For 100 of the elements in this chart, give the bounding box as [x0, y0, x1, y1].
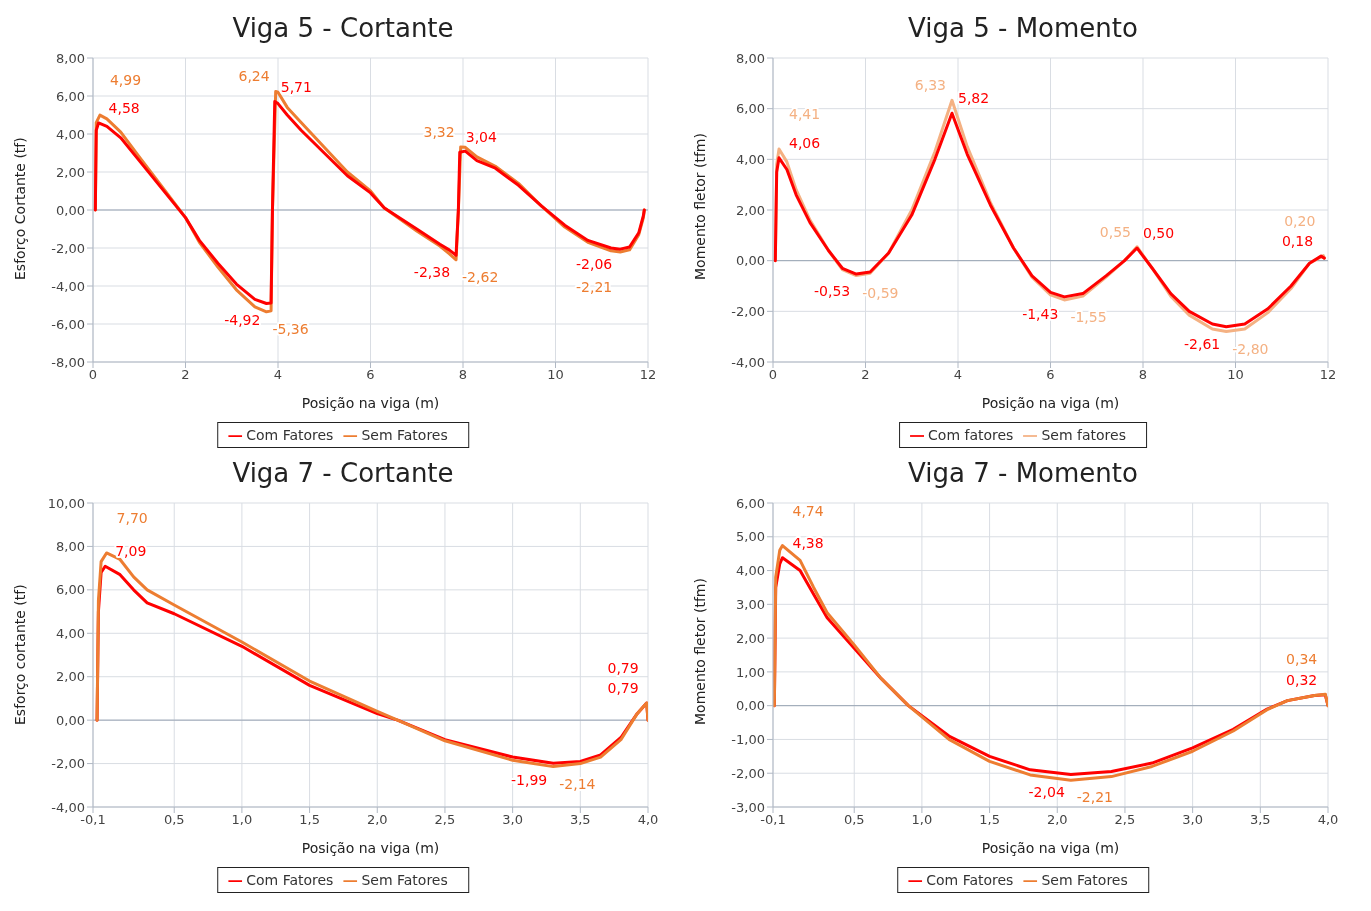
x-tick-label: 3,0 — [1182, 812, 1203, 828]
x-tick-label: 1,0 — [911, 812, 933, 828]
y-tick-label: 6,00 — [56, 88, 85, 104]
y-tick-label: 4,00 — [56, 625, 85, 641]
annotation: -0,59 — [862, 284, 899, 301]
y-tick-label: 0,00 — [736, 253, 765, 269]
y-tick-label: 1,00 — [736, 664, 765, 680]
y-tick-label: -3,00 — [731, 799, 765, 815]
x-tick-label: 2 — [861, 367, 870, 383]
annotation: 4,99 — [109, 72, 142, 89]
annotation: 7,70 — [116, 509, 148, 526]
annotation: 3,32 — [423, 123, 455, 140]
annotation: -1,55 — [1070, 308, 1107, 325]
annotation: 6,33 — [914, 77, 946, 94]
annotation: -0,53 — [814, 283, 851, 300]
y-tick-label: 10,00 — [47, 495, 85, 511]
annotation: 4,74 — [792, 502, 824, 519]
annotation: 4,38 — [792, 534, 824, 551]
y-tick-label: 2,00 — [736, 630, 765, 646]
annotation: 0,20 — [1284, 212, 1316, 229]
y-tick-label: 0,00 — [56, 202, 85, 218]
y-tick-label: 4,00 — [56, 126, 85, 142]
y-tick-label: 2,00 — [736, 202, 765, 218]
annotation: 0,55 — [1099, 223, 1131, 240]
x-tick-label: 6 — [1046, 367, 1055, 383]
x-tick-label: 3,5 — [569, 812, 591, 828]
x-tick-label: 4,0 — [637, 812, 659, 828]
annotation: 5,82 — [957, 90, 990, 107]
annotation: 0,50 — [1142, 225, 1175, 241]
x-axis-title: Posição na viga (m) — [981, 395, 1120, 411]
x-tick-label: 6 — [366, 367, 375, 383]
annotation: 6,24 — [238, 68, 270, 85]
y-tick-label: 8,00 — [56, 50, 85, 66]
annotation: 5,71 — [280, 78, 312, 95]
x-tick-label: 8 — [458, 367, 468, 383]
annotation: -2,04 — [1028, 783, 1065, 800]
x-tick-label: 3,5 — [1249, 812, 1271, 828]
x-tick-label: 4 — [273, 367, 283, 383]
y-axis-title: Esforço Cortante (tf) — [11, 137, 28, 280]
y-tick-label: 5,00 — [736, 529, 765, 545]
y-tick-label: -2,00 — [731, 303, 765, 319]
legend-label: Sem Fatores — [361, 872, 448, 888]
chart-title: Viga 7 - Momento — [907, 457, 1139, 490]
annotation: 7,09 — [115, 543, 147, 560]
annotation: -5,36 — [272, 320, 309, 337]
y-tick-label: 8,00 — [736, 50, 765, 66]
legend-label: Com fatores — [928, 427, 1014, 443]
y-tick-label: 0,00 — [736, 698, 765, 714]
annotation: 0,79 — [607, 679, 639, 696]
annotation: -2,61 — [1184, 335, 1221, 352]
y-tick-label: -2,00 — [51, 240, 85, 256]
annotation: -1,43 — [1022, 305, 1059, 322]
x-tick-label: 10 — [547, 367, 564, 383]
annotation: -2,62 — [462, 268, 499, 285]
y-tick-label: 2,00 — [56, 669, 85, 685]
x-tick-label: 4 — [953, 367, 963, 383]
x-tick-label: 2,5 — [1114, 812, 1136, 828]
x-tick-label: 3,0 — [502, 812, 523, 828]
y-tick-label: 8,00 — [56, 539, 85, 555]
annotation: 0,34 — [1286, 651, 1318, 668]
x-tick-label: -0,1 — [80, 812, 106, 828]
annotation: 4,06 — [789, 134, 821, 151]
annotation: -2,14 — [559, 775, 596, 792]
y-tick-label: 6,00 — [56, 582, 85, 598]
y-tick-label: 4,00 — [736, 563, 765, 579]
x-tick-label: 2,0 — [366, 812, 388, 828]
x-tick-label: 2 — [181, 367, 190, 383]
x-tick-label: 1,5 — [299, 812, 320, 828]
y-tick-label: 4,00 — [736, 151, 765, 167]
annotation: -1,99 — [511, 772, 548, 789]
annotation: 0,79 — [607, 659, 639, 676]
y-axis-title: Momento fletor (tfm) — [691, 133, 708, 280]
annotation: 4,41 — [789, 105, 821, 122]
chart-title: Viga 7 - Cortante — [231, 457, 455, 490]
annotation: 0,32 — [1286, 671, 1318, 688]
annotation: 3,04 — [465, 129, 498, 146]
x-tick-label: 10 — [1227, 367, 1244, 383]
legend-label: Sem Fatores — [1041, 872, 1128, 888]
y-axis-title: Esforço cortante (tf) — [11, 584, 28, 725]
x-tick-label: 4,0 — [1317, 812, 1339, 828]
annotation: -2,38 — [413, 264, 451, 281]
legend-label: Com Fatores — [246, 872, 334, 888]
y-tick-label: -1,00 — [731, 732, 765, 748]
y-tick-label: -8,00 — [51, 354, 85, 370]
legend-label: Com Fatores — [926, 872, 1014, 888]
y-tick-label: -4,00 — [51, 799, 85, 815]
x-axis-title: Posição na viga (m) — [301, 395, 440, 411]
x-tick-label: 2,5 — [434, 812, 456, 828]
y-tick-label: 6,00 — [736, 495, 765, 511]
x-tick-label: 12 — [639, 367, 657, 383]
x-axis-title: Posição na viga (m) — [981, 840, 1120, 856]
x-tick-label: 0,5 — [163, 812, 185, 828]
annotation: -2,80 — [1232, 340, 1269, 357]
annotation: -2,21 — [1076, 789, 1114, 806]
y-tick-label: 0,00 — [56, 712, 85, 728]
legend-label: Com Fatores — [246, 427, 334, 443]
x-tick-label: 1,5 — [979, 812, 1000, 828]
y-tick-label: 3,00 — [736, 596, 765, 612]
annotation: -2,06 — [576, 256, 613, 273]
y-axis-title: Momento fletor (tfm) — [691, 578, 708, 725]
